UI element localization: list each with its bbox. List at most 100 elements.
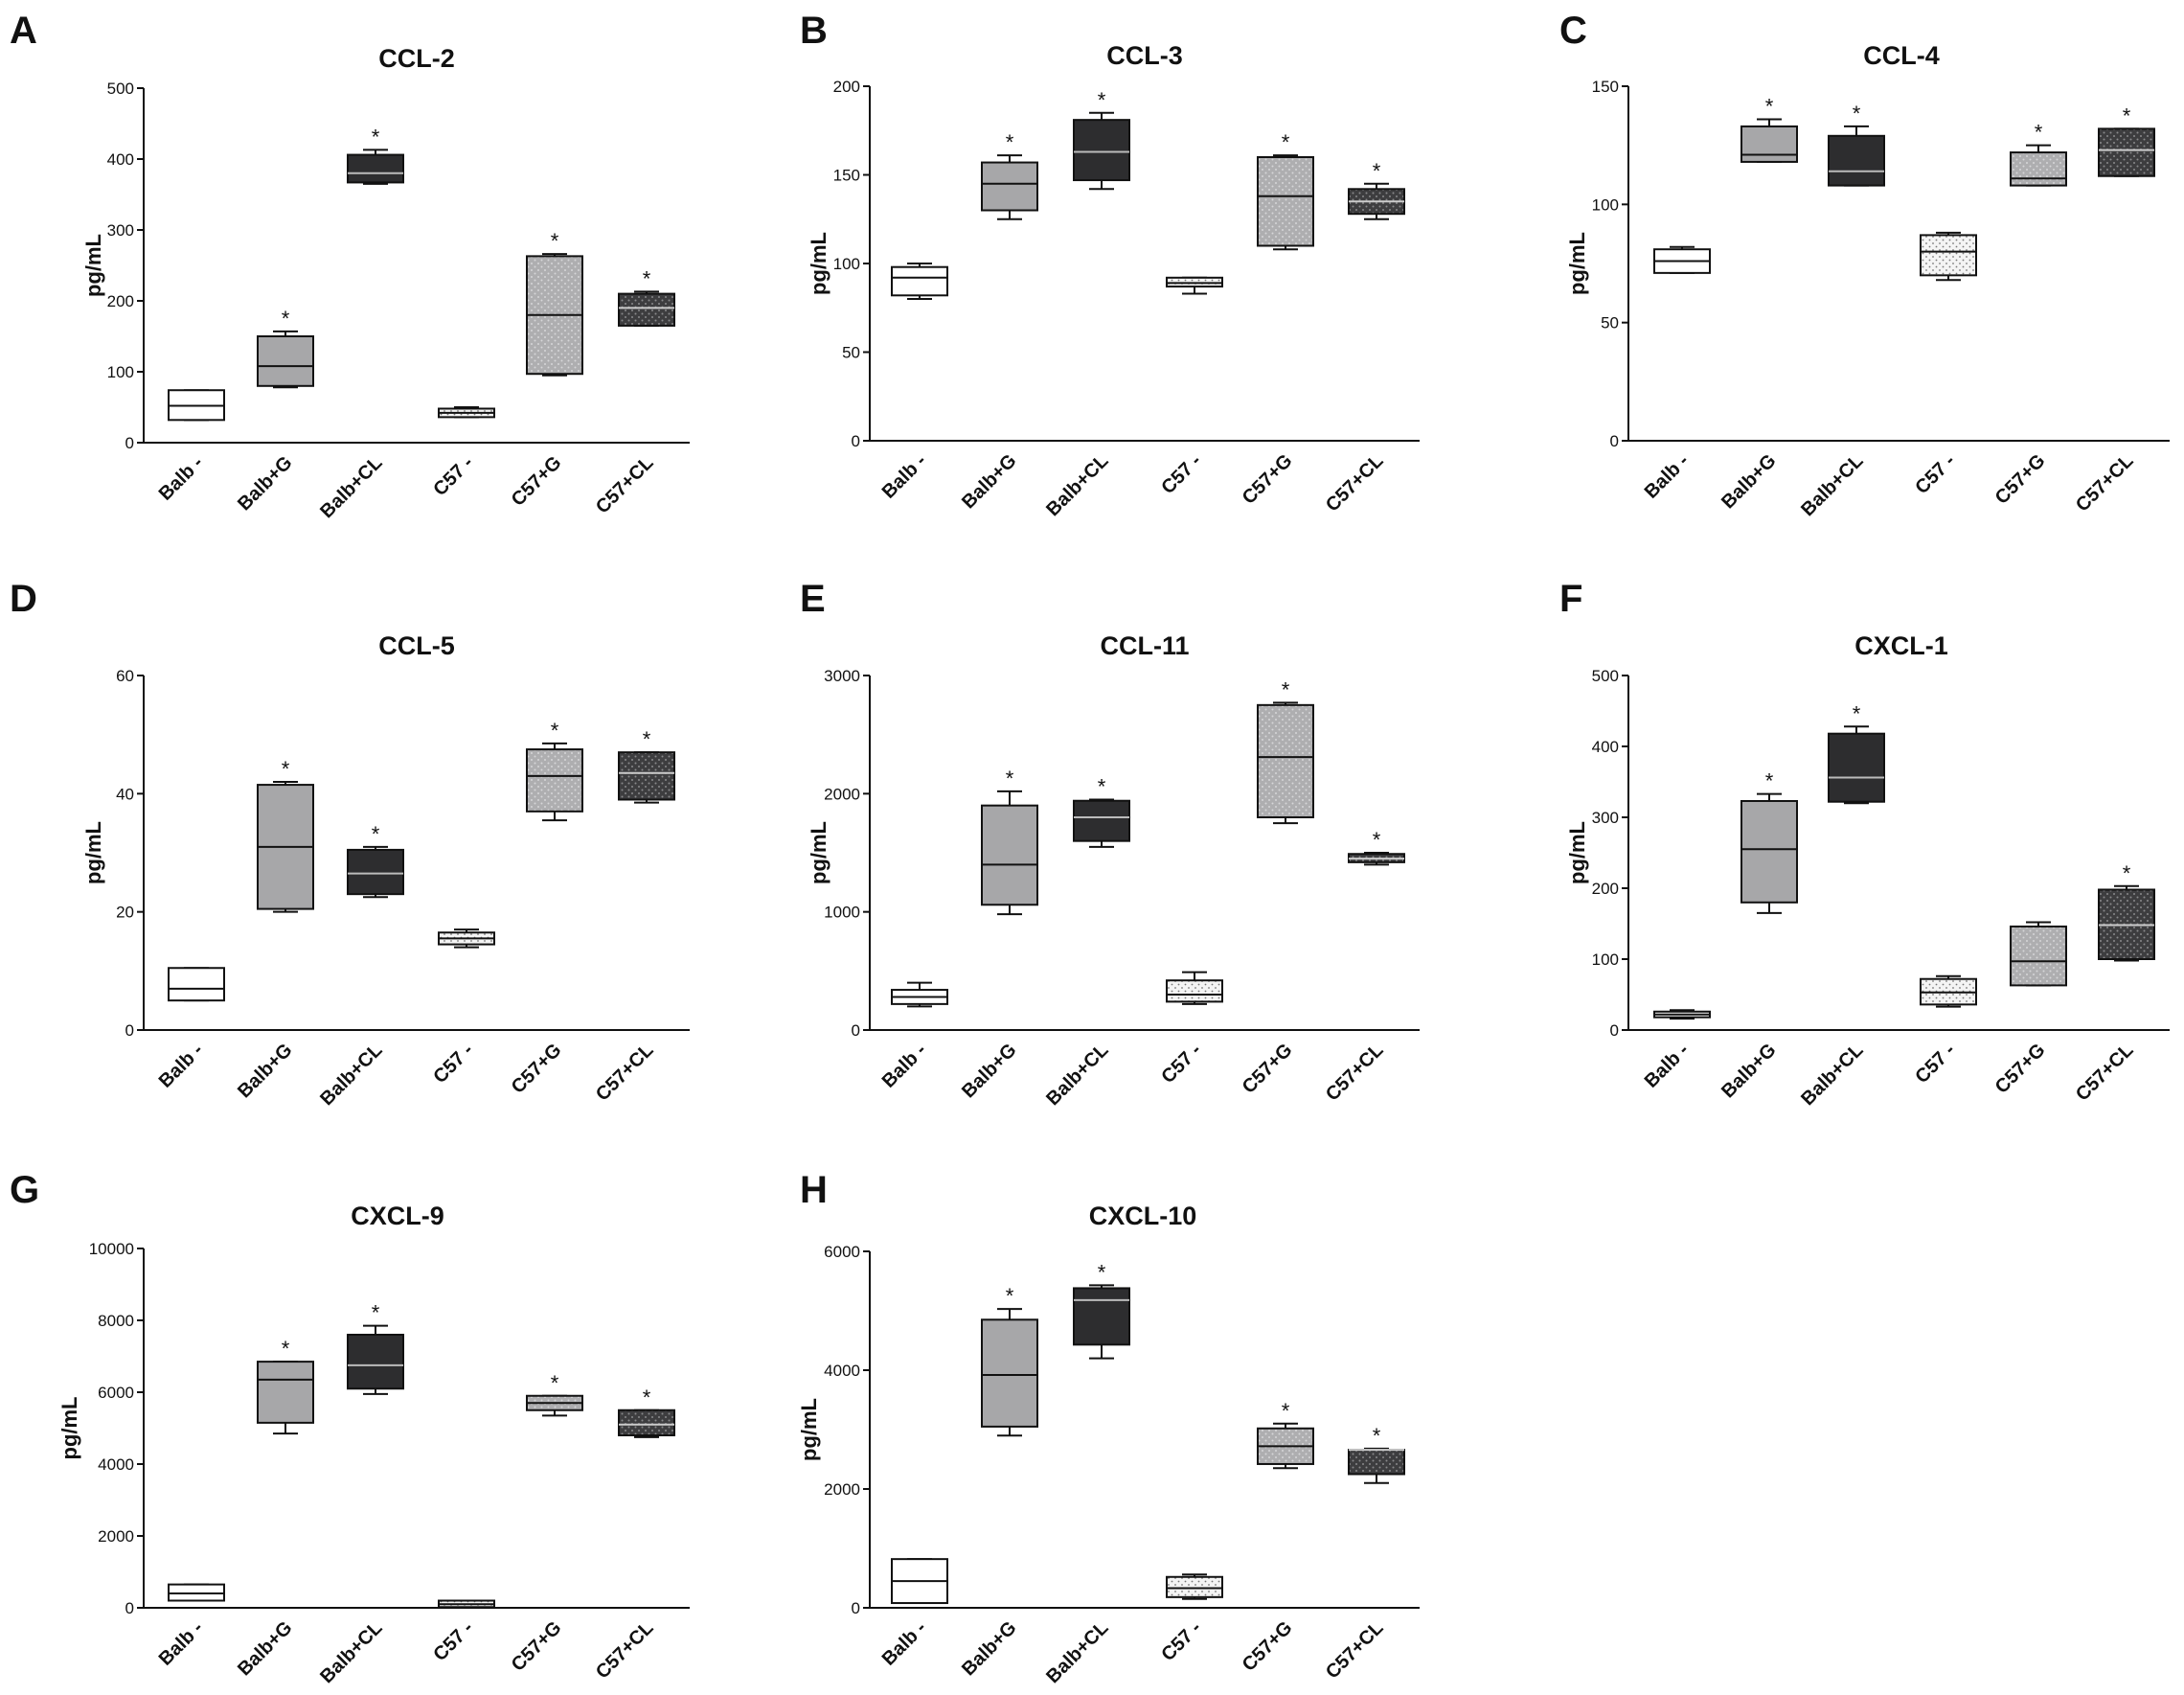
box-body [1257,703,1314,818]
x-category-label: Balb+CL [1797,1040,1867,1110]
box-body [1073,1287,1130,1346]
box-body [526,748,583,813]
box-balb-g: * Balb+G [958,130,1038,513]
box-c57-cl: * C57+CL [592,1386,675,1684]
chart-panel-f: F CXCL-1 0 100 200 300 400 500 pg/mL Balb - * Balb+… [1559,578,2170,1110]
significance-marker: * [551,719,559,743]
chart-title: CCL-4 [1863,41,1940,70]
x-category-label: C57 - [1157,450,1205,498]
x-category-label: C57+G [508,1040,566,1098]
box-body [257,335,314,387]
x-category-label: C57+CL [1322,1040,1388,1106]
y-tick-label: 150 [833,167,860,185]
significance-marker: * [1853,102,1861,126]
y-tick-label: 50 [842,344,860,362]
panel-letter: F [1559,578,1582,620]
y-tick-label: 40 [116,785,134,803]
box-c57-g: * C57+G [1239,677,1314,1098]
box-body [2010,151,2067,187]
x-category-label: C57 - [429,452,477,500]
x-category-label: C57+G [508,1617,566,1676]
panel-letter: D [10,578,37,620]
y-tick-label: 2000 [824,1480,860,1499]
significance-marker: * [551,229,559,253]
box-body [891,265,948,297]
box-balb-cl: * Balb+CL [316,1301,404,1687]
box-body [1740,125,1798,163]
y-tick-label: 20 [116,904,134,922]
y-tick-label: 100 [1592,951,1619,969]
chart-panel-g: G CXCL-9 0 2000 4000 6000 8000 10000 pg/mL Balb -… [10,1169,690,1687]
x-category-label: C57 - [429,1040,477,1088]
x-category-label: C57+CL [1322,1617,1388,1684]
box-c57: C57 - [1157,1573,1223,1665]
x-category-label: C57 - [1157,1617,1205,1665]
significance-marker: * [1282,677,1290,701]
x-category-label: Balb - [878,1617,931,1670]
y-tick-label: 50 [1601,314,1619,332]
x-category-label: Balb - [155,452,208,505]
box-balb: Balb - [1641,245,1711,503]
box-body [1257,156,1314,247]
x-category-label: C57+CL [2072,1040,2138,1106]
significance-marker: * [643,266,651,290]
box-balb-cl: * Balb+CL [316,822,404,1110]
y-axis-label: pg/mL [1565,232,1589,295]
x-category-label: Balb - [155,1617,208,1670]
box-balb-cl: * Balb+CL [1042,88,1130,520]
x-category-label: Balb+CL [1797,450,1867,520]
x-category-label: Balb+G [958,450,1020,513]
y-tick-label: 0 [1610,432,1619,450]
x-category-label: Balb - [155,1040,208,1092]
chart-title: CCL-3 [1106,41,1183,70]
significance-marker: * [1765,95,1774,119]
box-c57: C57 - [1911,974,1977,1088]
significance-marker: * [1006,130,1014,154]
x-category-label: C57 - [1157,1040,1205,1088]
y-tick-label: 100 [1592,195,1619,214]
significance-marker: * [1098,775,1106,799]
significance-marker: * [1098,88,1106,112]
box-c57: C57 - [1157,276,1223,498]
chart-title: CXCL-9 [351,1202,444,1230]
x-category-label: C57 - [1911,1040,1959,1088]
chart-title: CCL-2 [378,44,455,73]
chart-panel-e: E CCL-11 0 1000 2000 3000 pg/mL Balb - * Balb+G * B… [800,578,1420,1110]
significance-marker: * [551,1371,559,1395]
x-category-label: C57+CL [2072,450,2138,516]
x-category-label: Balb+G [234,1040,296,1102]
x-category-label: C57 - [429,1617,477,1665]
box-c57-g: * C57+G [508,1371,583,1676]
box-c57-cl: * C57+CL [592,727,675,1106]
box-c57-cl: * C57+CL [1322,159,1405,516]
box-c57: C57 - [429,928,495,1088]
significance-marker: * [1006,1284,1014,1308]
box-body [2098,127,2155,177]
box-c57-cl: * C57+CL [2072,103,2155,516]
x-category-label: C57+G [1991,450,2050,509]
box-balb: Balb - [155,389,225,505]
box-balb-cl: * Balb+CL [316,125,404,522]
significance-marker: * [2123,103,2131,127]
y-tick-label: 2000 [824,785,860,803]
y-tick-label: 2000 [98,1527,134,1546]
significance-marker: * [1373,159,1381,183]
y-tick-label: 400 [1592,738,1619,756]
x-category-label: C57 - [1911,450,1959,498]
x-category-label: Balb+CL [316,452,386,522]
x-category-label: Balb+G [234,1617,296,1680]
y-tick-label: 4000 [824,1362,860,1380]
box-c57-cl: * C57+CL [592,266,675,518]
x-category-label: C57+G [1991,1040,2050,1098]
y-tick-label: 100 [107,363,134,381]
box-body [981,804,1038,906]
box-balb-g: * Balb+G [958,767,1038,1102]
significance-marker: * [1098,1260,1106,1284]
box-c57-g: * C57+G [1239,130,1314,509]
box-body [618,292,675,327]
y-tick-label: 200 [107,292,134,310]
chart-panel-a: A CCL-2 0 100 200 300 400 500 pg/mL Balb - * Balb+G… [10,10,690,522]
x-category-label: C57+CL [1322,450,1388,516]
box-body [347,1334,404,1390]
